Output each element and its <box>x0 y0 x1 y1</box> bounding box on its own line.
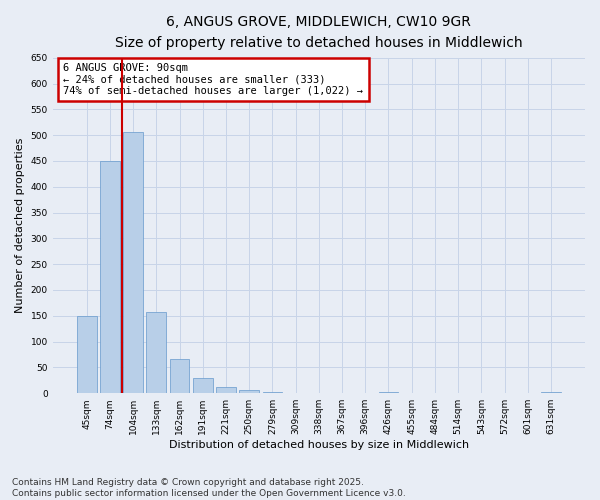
Bar <box>263 392 282 393</box>
Bar <box>379 392 398 393</box>
Bar <box>216 387 236 393</box>
Bar <box>146 312 166 393</box>
Bar <box>193 378 212 393</box>
X-axis label: Distribution of detached houses by size in Middlewich: Distribution of detached houses by size … <box>169 440 469 450</box>
Bar <box>100 161 120 393</box>
Title: 6, ANGUS GROVE, MIDDLEWICH, CW10 9GR
Size of property relative to detached house: 6, ANGUS GROVE, MIDDLEWICH, CW10 9GR Siz… <box>115 15 523 50</box>
Text: 6 ANGUS GROVE: 90sqm
← 24% of detached houses are smaller (333)
74% of semi-deta: 6 ANGUS GROVE: 90sqm ← 24% of detached h… <box>64 62 364 96</box>
Bar <box>170 358 190 393</box>
Bar <box>239 390 259 393</box>
Bar <box>77 316 97 393</box>
Y-axis label: Number of detached properties: Number of detached properties <box>15 138 25 313</box>
Text: Contains HM Land Registry data © Crown copyright and database right 2025.
Contai: Contains HM Land Registry data © Crown c… <box>12 478 406 498</box>
Bar <box>541 392 561 393</box>
Bar <box>123 132 143 393</box>
